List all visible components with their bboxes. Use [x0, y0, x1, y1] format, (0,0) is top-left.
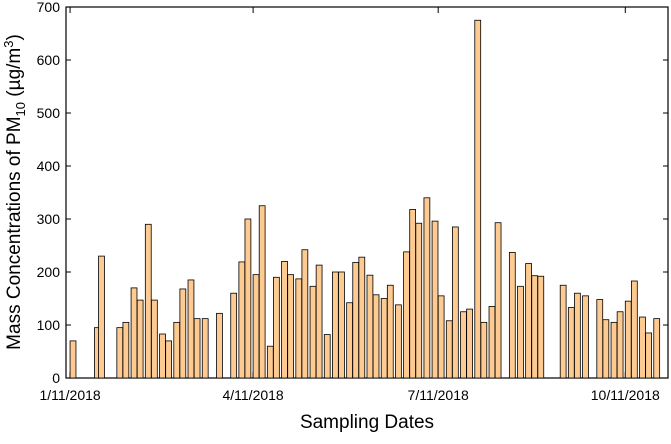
bar: [332, 271, 339, 379]
bar: [445, 320, 453, 379]
bar: [116, 327, 124, 379]
y-tick-label: 400: [37, 158, 61, 174]
y-tick-label: 600: [37, 52, 61, 68]
bar: [602, 319, 610, 379]
bar: [238, 261, 246, 379]
bar: [136, 299, 144, 379]
bar: [144, 223, 152, 379]
bar: [358, 256, 366, 379]
y-title-sub: 10: [13, 102, 28, 116]
bar: [69, 340, 77, 379]
bar: [403, 251, 410, 379]
bar: [610, 321, 618, 379]
bar: [352, 262, 360, 379]
bar: [244, 218, 252, 379]
y-tick-label: 500: [37, 105, 61, 121]
x-tick-label: 7/11/2018: [408, 387, 469, 403]
bar: [366, 274, 374, 379]
bar: [159, 333, 166, 379]
bar: [258, 205, 266, 379]
bar: [201, 318, 209, 379]
bar: [165, 340, 172, 379]
bar: [508, 251, 516, 379]
bar: [309, 285, 317, 379]
bar: [130, 287, 138, 379]
bar: [273, 276, 280, 379]
bar: [252, 274, 260, 379]
bar: [287, 274, 294, 379]
bar: [452, 226, 459, 379]
bar: [323, 334, 331, 379]
bar: [346, 302, 353, 379]
bar: [645, 332, 652, 379]
bar: [437, 295, 445, 379]
bar: [639, 316, 646, 379]
y-title-end: ): [4, 34, 25, 40]
bar: [624, 300, 632, 379]
bar: [315, 264, 323, 379]
bar: [474, 19, 482, 379]
bar: [653, 318, 661, 379]
bar: [395, 304, 402, 379]
bar: [525, 263, 532, 379]
bar: [531, 275, 539, 379]
y-title-sup: 3: [1, 41, 16, 48]
bar: [494, 222, 502, 379]
y-axis-title: Mass Concentrations of PM10 (µg/m3): [1, 34, 28, 350]
bar: [193, 318, 201, 379]
y-tick-label: 300: [37, 211, 61, 227]
bar: [151, 299, 158, 379]
y-tick-label: 700: [37, 0, 61, 15]
bar: [295, 278, 303, 379]
bar: [179, 288, 187, 379]
bar: [567, 307, 575, 379]
bar: [480, 321, 488, 379]
bar: [230, 292, 238, 379]
bar: [517, 285, 524, 379]
bar: [582, 295, 589, 379]
bar: [415, 222, 423, 379]
x-tick-label: 1/11/2018: [39, 387, 100, 403]
x-axis-title: Sampling Dates: [300, 412, 434, 433]
bar: [386, 284, 394, 379]
bar: [187, 279, 195, 379]
bar: [630, 280, 638, 379]
x-tick-label: 10/11/2018: [591, 387, 660, 403]
bar: [460, 311, 467, 379]
bar: [559, 284, 567, 379]
bar: [409, 209, 417, 379]
bar: [488, 306, 496, 379]
bar: [574, 292, 581, 379]
bar: [266, 345, 274, 379]
bar: [301, 249, 309, 379]
bar: [596, 299, 604, 379]
y-tick-label: 200: [37, 264, 61, 280]
bar: [281, 260, 288, 379]
y-title-main: Mass Concentrations of PM: [4, 116, 25, 349]
y-title-mid: (µg/m: [4, 48, 25, 102]
bar: [380, 298, 388, 379]
bar: [423, 197, 431, 379]
y-tick-label: 100: [37, 317, 61, 333]
bar: [122, 321, 130, 379]
bar: [372, 294, 380, 379]
bar: [431, 220, 439, 379]
bar: [616, 311, 624, 379]
bar: [338, 271, 345, 379]
bar: [173, 321, 181, 379]
bar: [537, 275, 545, 379]
bar: [216, 312, 223, 379]
x-tick-label: 4/11/2018: [222, 387, 283, 403]
y-tick-label: 0: [52, 370, 60, 386]
bar: [98, 255, 105, 379]
bar: [466, 308, 473, 379]
